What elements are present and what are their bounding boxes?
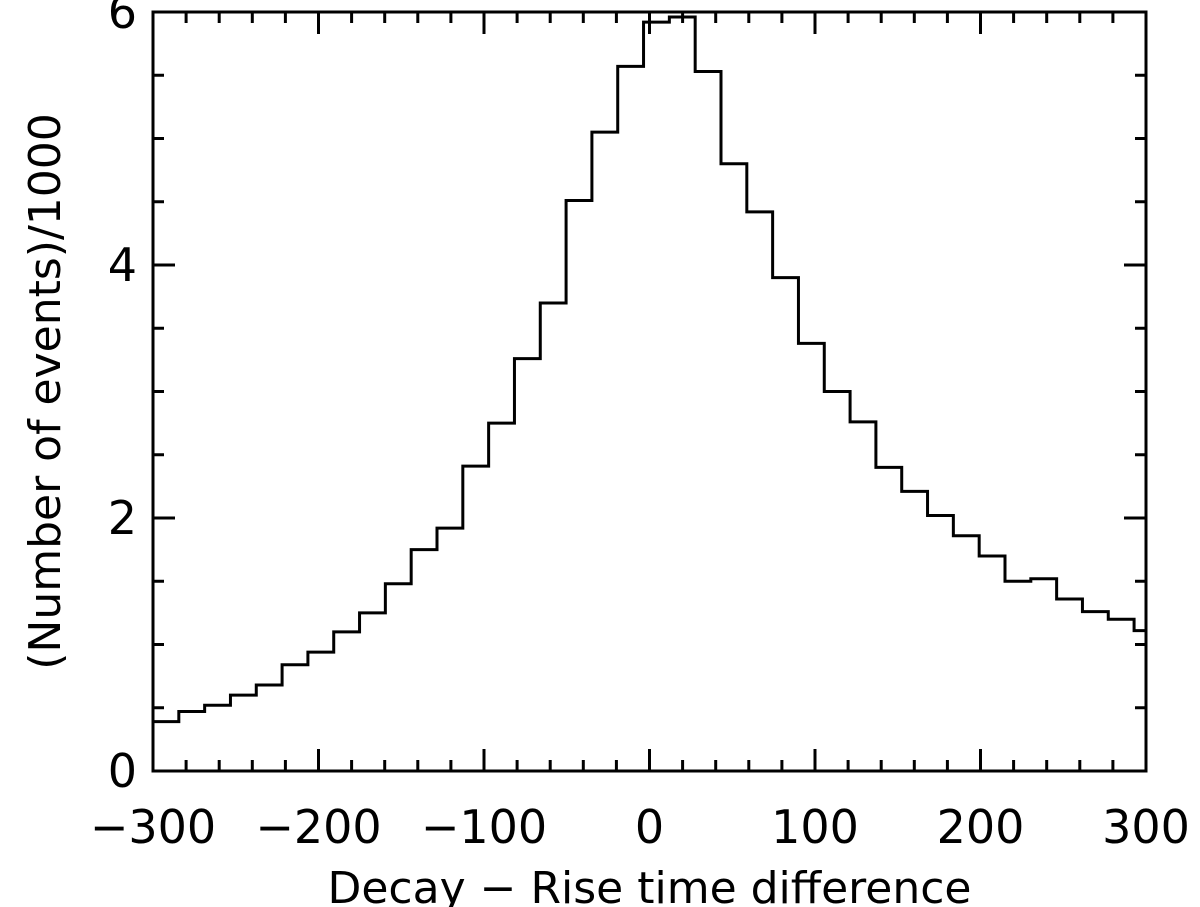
minor-ticks (153, 12, 1146, 771)
plot-frame (151, 10, 1148, 773)
y-tick-label: 6 (108, 0, 137, 39)
x-tick-label: 0 (635, 800, 664, 854)
histogram-series (153, 15, 1146, 724)
major-ticks (151, 10, 1148, 773)
x-tick-label: 200 (937, 800, 1025, 854)
x-tick-label: −100 (421, 800, 547, 854)
y-tick-label: 0 (108, 744, 137, 798)
x-tick-label: −200 (255, 800, 381, 854)
x-tick-labels: −300 −200 −100 0 100 200 300 (90, 800, 1190, 854)
x-tick-label: −300 (90, 800, 216, 854)
y-axis-label: (Number of events)/1000 (20, 113, 71, 670)
x-tick-label: 100 (771, 800, 859, 854)
x-axis-label: Decay − Rise time difference (327, 863, 971, 907)
y-tick-label: 4 (108, 238, 137, 292)
y-tick-label: 2 (108, 491, 137, 545)
y-tick-labels: 0 2 4 6 (108, 0, 137, 798)
x-tick-label: 300 (1102, 800, 1190, 854)
